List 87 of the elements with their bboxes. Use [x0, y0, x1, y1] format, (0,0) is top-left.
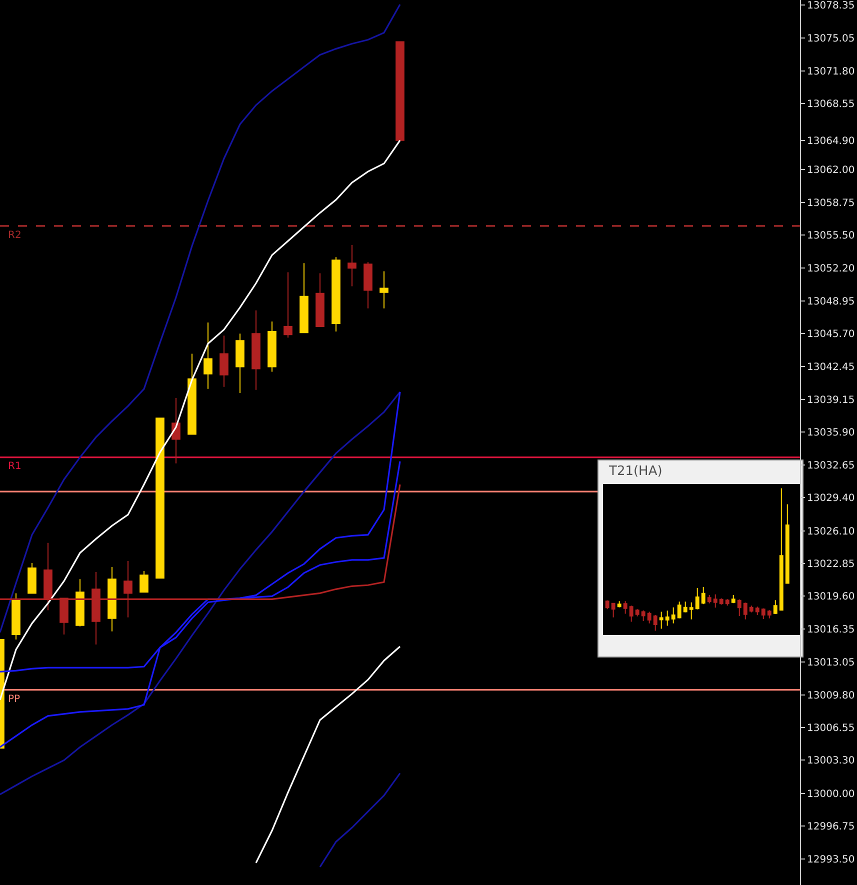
- y-tick-label: 12996.75: [807, 822, 855, 833]
- candlestick: [773, 600, 778, 615]
- y-tick-label: 13058.75: [807, 198, 855, 209]
- candlestick: [677, 601, 682, 619]
- y-tick-label: 13064.90: [807, 136, 855, 147]
- candlestick: [617, 600, 622, 608]
- candlestick: [140, 570, 148, 593]
- line-series: [0, 140, 401, 701]
- y-tick-label: 13003.30: [807, 756, 855, 767]
- candlestick: [623, 600, 628, 614]
- candlestick: [731, 594, 736, 604]
- candlestick: [12, 592, 20, 640]
- y-tick-label: 13009.80: [807, 690, 855, 702]
- candlestick: [761, 608, 766, 620]
- candlestick: [611, 602, 616, 618]
- candlestick: [364, 262, 372, 309]
- candlestick: [743, 602, 748, 620]
- y-tick-label: 13013.05: [807, 658, 855, 669]
- y-tick-label: 13048.95: [807, 296, 855, 308]
- candlestick: [779, 488, 784, 611]
- candlestick: [204, 322, 212, 390]
- ref-line-label: R2: [8, 230, 22, 241]
- candlestick: [665, 610, 670, 626]
- y-tick-label: 13019.60: [807, 592, 855, 603]
- ref-line-label: PP: [8, 694, 20, 705]
- y-tick-label: 13035.90: [807, 428, 855, 439]
- candlestick: [236, 333, 244, 394]
- candlestick: [737, 598, 742, 617]
- y-tick-label: 13022.85: [807, 559, 855, 570]
- candlestick: [156, 418, 164, 579]
- candlestick: [749, 605, 754, 613]
- candlestick: [268, 321, 276, 372]
- candlestick: [188, 353, 196, 435]
- candlestick: [647, 611, 652, 624]
- candlestick: [220, 335, 228, 388]
- y-tick-label: 13016.35: [807, 624, 855, 636]
- y-tick-label: 13039.15: [807, 394, 855, 406]
- candlestick: [172, 397, 180, 464]
- candlestick: [725, 598, 730, 606]
- candlestick: [671, 606, 676, 624]
- candlestick: [332, 256, 340, 332]
- y-tick-label: 13062.00: [807, 165, 855, 176]
- candlestick: [701, 586, 706, 605]
- candlestick: [695, 587, 700, 610]
- candlestick: [635, 608, 640, 617]
- line-series: [255, 646, 401, 864]
- y-tick-label: 13055.50: [807, 230, 855, 242]
- y-tick-label: 13026.10: [807, 526, 855, 538]
- candlestick: [755, 606, 760, 616]
- candlestick: [108, 566, 116, 632]
- y-tick-label: 13029.40: [807, 493, 855, 504]
- candlestick: [348, 244, 356, 287]
- candlestick: [76, 578, 84, 627]
- candlestick: [713, 594, 718, 608]
- y-tick-label: 12993.50: [807, 854, 855, 866]
- candlestick: [380, 270, 388, 309]
- candlestick: [284, 272, 292, 338]
- candlestick: [252, 310, 260, 390]
- chart-title: T21(HA): [608, 464, 662, 479]
- candlestick: [683, 601, 688, 613]
- candlestick: [689, 602, 694, 620]
- y-tick-label: 13032.65: [807, 460, 855, 472]
- y-tick-label: 13000.00: [807, 788, 855, 800]
- candlestick: [767, 610, 772, 619]
- line-series: [0, 4, 401, 634]
- candlestick: [300, 262, 308, 334]
- candlestick: [396, 41, 404, 141]
- y-tick-label: 13075.05: [807, 34, 855, 45]
- candlestick: [659, 611, 664, 630]
- y-tick-label: 13042.45: [807, 362, 855, 373]
- y-tick-label: 13006.55: [807, 723, 855, 734]
- candlestick: [28, 562, 36, 594]
- candlestick: [653, 614, 658, 632]
- candlestick: [707, 594, 712, 604]
- y-tick-label: 13045.70: [807, 329, 855, 340]
- line-series: [319, 772, 401, 868]
- y-tick-label: 13071.80: [807, 66, 855, 78]
- ref-line-label: R1: [8, 461, 22, 472]
- candlestick: [316, 272, 324, 328]
- candlestick: [605, 600, 610, 610]
- candlestick: [719, 598, 724, 606]
- y-tick-label: 13068.55: [807, 99, 855, 110]
- y-tick-label: 13052.20: [807, 264, 855, 275]
- candlestick: [629, 605, 634, 622]
- candlestick: [785, 504, 790, 584]
- y-tick-label: 13078.35: [807, 0, 855, 12]
- candlestick: [641, 610, 646, 622]
